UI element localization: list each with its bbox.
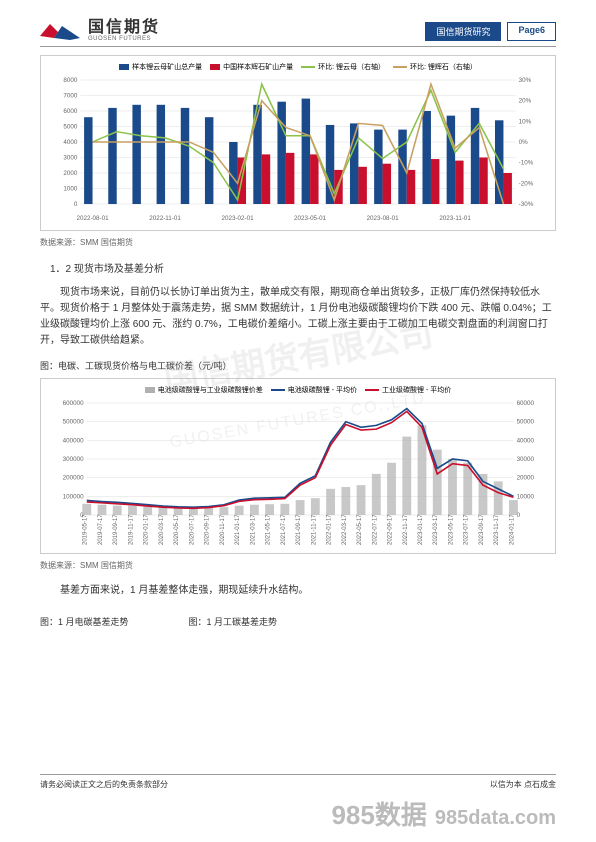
- svg-text:300000: 300000: [63, 456, 84, 463]
- svg-text:100000: 100000: [63, 493, 84, 500]
- svg-text:20%: 20%: [519, 98, 532, 105]
- svg-text:0%: 0%: [519, 139, 529, 146]
- svg-text:2021-07-17: 2021-07-17: [280, 514, 287, 545]
- fig3-caption-left: 图：1 月电碳基差走势: [40, 615, 129, 628]
- svg-text:2020-07-17: 2020-07-17: [188, 514, 195, 545]
- svg-text:2020-09-17: 2020-09-17: [204, 514, 211, 545]
- chart2-leg1: 电池级碳酸锂与工业级碳酸锂价差: [158, 385, 263, 395]
- chart1-plot: 0 1000 2000 3000 4000 5000 6000 7000 8000 -30% -20…: [47, 76, 549, 226]
- svg-text:2023-11-17: 2023-11-17: [493, 514, 500, 545]
- chart2-legend: 电池级碳酸锂与工业级碳酸锂价差 电池级碳酸锂 - 平均价 工业级碳酸锂 - 平均…: [47, 385, 549, 395]
- footer-left: 请务必阅读正文之后的免责条款部分: [40, 779, 168, 790]
- chart2-plot: 0100000200000300000400000500000600000010…: [47, 399, 549, 549]
- svg-text:2021-01-17: 2021-01-17: [234, 514, 241, 545]
- svg-text:2023-05-01: 2023-05-01: [294, 215, 327, 222]
- svg-text:-10%: -10%: [519, 160, 534, 167]
- svg-text:2020-05-17: 2020-05-17: [173, 514, 180, 545]
- svg-text:20000: 20000: [517, 475, 535, 482]
- svg-text:2021-05-17: 2021-05-17: [265, 514, 272, 545]
- svg-text:30000: 30000: [517, 456, 535, 463]
- wm-big: 985数据: [331, 795, 426, 832]
- svg-text:2023-11-01: 2023-11-01: [439, 215, 471, 222]
- svg-text:10000: 10000: [517, 493, 535, 500]
- logo-text-cn: 国信期货: [88, 20, 160, 36]
- svg-text:5000: 5000: [63, 124, 78, 131]
- svg-text:60000: 60000: [517, 400, 535, 407]
- svg-text:2021-09-17: 2021-09-17: [295, 514, 302, 545]
- svg-text:400000: 400000: [63, 437, 84, 444]
- svg-text:6000: 6000: [63, 108, 78, 115]
- page-header: 国信期货 GUOSEN FUTURES 国信期货研究 Page6: [40, 20, 556, 42]
- tag-research: 国信期货研究: [425, 22, 501, 41]
- svg-text:2022-11-17: 2022-11-17: [402, 514, 409, 545]
- svg-text:2022-11-01: 2022-11-01: [149, 215, 181, 222]
- svg-text:2019-05-17: 2019-05-17: [82, 514, 89, 545]
- svg-text:2020-03-17: 2020-03-17: [158, 514, 165, 545]
- chart2-box: 电池级碳酸锂与工业级碳酸锂价差 电池级碳酸锂 - 平均价 工业级碳酸锂 - 平均…: [40, 378, 556, 554]
- chart1-legend: 样本锂云母矿山总产量 中国样本辉石矿山产量 环比: 锂云母（右轴） 环比: 锂辉…: [47, 62, 549, 72]
- svg-text:1000: 1000: [63, 186, 78, 193]
- svg-text:30%: 30%: [519, 77, 532, 84]
- svg-text:7000: 7000: [63, 93, 78, 100]
- svg-text:2019-07-17: 2019-07-17: [97, 514, 104, 545]
- chart1-leg1: 样本锂云母矿山总产量: [132, 62, 202, 72]
- footer-right: 以信为本 点石成金: [490, 779, 556, 790]
- svg-text:-30%: -30%: [519, 201, 534, 208]
- svg-text:2023-09-17: 2023-09-17: [478, 514, 485, 545]
- svg-text:2021-03-17: 2021-03-17: [249, 514, 256, 545]
- svg-text:2000: 2000: [63, 170, 78, 177]
- svg-text:4000: 4000: [63, 139, 78, 146]
- svg-text:2019-11-17: 2019-11-17: [127, 514, 134, 545]
- svg-text:-20%: -20%: [519, 180, 534, 187]
- chart2-leg3: 工业级碳酸锂 - 平均价: [382, 385, 451, 395]
- svg-text:600000: 600000: [63, 400, 84, 407]
- fig3-caption-right: 图：1 月工碳基差走势: [189, 615, 278, 628]
- chart2-caption: 图：电碳、工碳现货价格与电工碳价差（元/吨）: [40, 359, 556, 372]
- page-footer: 请务必阅读正文之后的免责条款部分 以信为本 点石成金: [40, 774, 556, 790]
- svg-text:2022-01-17: 2022-01-17: [325, 514, 332, 545]
- chart1-leg4: 环比: 锂辉石（右轴）: [410, 62, 477, 72]
- section-1-2-title: 1．2 现货市场及基差分析: [40, 260, 556, 275]
- svg-text:2022-03-17: 2022-03-17: [341, 514, 348, 545]
- svg-text:2023-01-17: 2023-01-17: [417, 514, 424, 545]
- svg-text:2023-07-17: 2023-07-17: [463, 514, 470, 545]
- svg-text:2020-01-17: 2020-01-17: [143, 514, 150, 545]
- chart1-box: 样本锂云母矿山总产量 中国样本辉石矿山产量 环比: 锂云母（右轴） 环比: 锂辉…: [40, 55, 556, 231]
- logo: 国信期货 GUOSEN FUTURES: [40, 20, 160, 42]
- logo-text-en: GUOSEN FUTURES: [88, 36, 160, 42]
- svg-text:500000: 500000: [63, 419, 84, 426]
- wm-url: 985data.com: [435, 807, 556, 830]
- svg-text:2022-08-01: 2022-08-01: [77, 215, 110, 222]
- svg-text:2019-09-17: 2019-09-17: [112, 514, 119, 545]
- svg-text:40000: 40000: [517, 437, 535, 444]
- svg-text:2023-03-17: 2023-03-17: [432, 514, 439, 545]
- svg-text:2022-05-17: 2022-05-17: [356, 514, 363, 545]
- svg-text:2022-09-17: 2022-09-17: [386, 514, 393, 545]
- svg-text:8000: 8000: [63, 77, 78, 84]
- chart2-leg2: 电池级碳酸锂 - 平均价: [288, 385, 357, 395]
- svg-text:0: 0: [74, 201, 78, 208]
- svg-text:10%: 10%: [519, 118, 532, 125]
- bottom-watermark: 985数据 985data.com: [331, 795, 556, 832]
- chart1-source: 数据来源：SMM 国信期货: [40, 237, 556, 248]
- chart1-leg3: 环比: 锂云母（右轴）: [318, 62, 385, 72]
- svg-text:2023-05-17: 2023-05-17: [447, 514, 454, 545]
- svg-text:2021-11-17: 2021-11-17: [310, 514, 317, 545]
- para1: 现货市场来说，目前仍以长协订单出货为主，散单成交有限，期现商仓单出货较多，正极厂…: [40, 285, 556, 349]
- tag-page: Page6: [507, 22, 556, 41]
- svg-text:50000: 50000: [517, 419, 535, 426]
- svg-text:2023-08-01: 2023-08-01: [367, 215, 400, 222]
- svg-text:2022-07-17: 2022-07-17: [371, 514, 378, 545]
- chart1-leg2: 中国样本辉石矿山产量: [223, 62, 293, 72]
- svg-text:200000: 200000: [63, 475, 84, 482]
- chart2-source: 数据来源：SMM 国信期货: [40, 560, 556, 571]
- svg-text:2023-02-01: 2023-02-01: [222, 215, 255, 222]
- svg-text:2024-01-17: 2024-01-17: [508, 514, 515, 545]
- svg-text:3000: 3000: [63, 155, 78, 162]
- para2: 基差方面来说，1 月基差整体走强，期现延续升水结构。: [40, 583, 556, 599]
- header-divider: [40, 46, 556, 47]
- logo-icon: [40, 20, 82, 42]
- svg-text:2020-11-17: 2020-11-17: [219, 514, 226, 545]
